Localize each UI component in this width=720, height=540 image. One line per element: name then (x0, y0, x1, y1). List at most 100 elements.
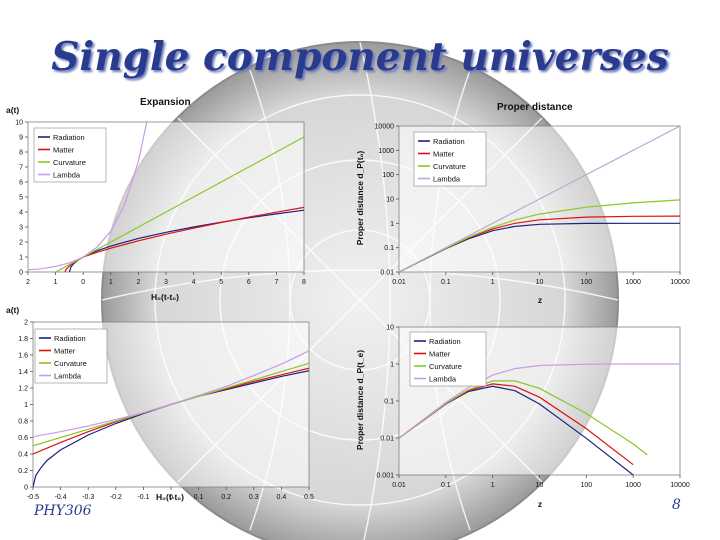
legend-label-matter: Matter (54, 347, 76, 356)
series-group (399, 363, 680, 475)
y-tick-label: 6 (19, 180, 23, 187)
y-tick-label: 0 (19, 270, 23, 277)
legend-label-curvature: Curvature (433, 162, 466, 171)
x-axis-label: z (538, 295, 542, 305)
y-tick-label: 0.01 (380, 436, 394, 443)
series-group (28, 122, 304, 272)
chart-title: Proper distance (497, 102, 573, 113)
x-tick-label: 100 (580, 482, 592, 489)
legend-label-matter: Matter (429, 350, 451, 359)
x-tick-label: -0.3 (82, 494, 94, 501)
y-tick-label: 2 (19, 240, 23, 247)
x-tick-label: 0.1 (441, 279, 451, 286)
y-tick-label: 0.1 (384, 399, 394, 406)
y-tick-label: 2 (24, 320, 28, 327)
y-axis-label: Proper distance d_P(t_e) (355, 350, 365, 450)
legend-label-curvature: Curvature (53, 158, 86, 167)
x-tick-label: 2 (26, 279, 30, 286)
legend-label-radiation: Radiation (429, 337, 461, 346)
x-tick-label: -0.2 (110, 494, 122, 501)
y-axis-label: Proper distance d_P(t₀) (355, 151, 365, 246)
series-line-lambda (399, 363, 680, 439)
y-tick-label: 7 (19, 165, 23, 172)
y-tick-label: 0 (24, 485, 28, 492)
x-tick-label: 6 (247, 279, 251, 286)
y-tick-label: 0.01 (380, 270, 394, 277)
series-line-matter (64, 206, 304, 272)
legend-label-lambda: Lambda (54, 372, 82, 381)
x-tick-label: 100 (580, 279, 592, 286)
y-tick-label: 0.2 (18, 468, 28, 475)
x-axis-label: z (538, 499, 542, 509)
x-tick-label: 0 (169, 494, 173, 501)
x-tick-label: 0.1 (194, 494, 204, 501)
x-tick-label: 10000 (670, 482, 690, 489)
expansion-zoom-chart: a(t) H₀(t-t₀) -0.5 -0.4 -0.3 -0.2 -0.1 0 0.1 0.2 0… (6, 305, 314, 502)
legend-label-radiation: Radiation (54, 334, 86, 343)
proper-distance-emission-chart: Proper distance d_P(t_e)z0.01 0.1 1 10 100 10… (355, 325, 690, 510)
x-tick-label: 1 (491, 279, 495, 286)
legend-label-curvature: Curvature (429, 362, 462, 371)
y-tick-label: 0.1 (384, 245, 394, 252)
y-tick-label: 1.4 (18, 369, 28, 376)
x-tick-label: 3 (164, 279, 168, 286)
y-tick-label: 0.6 (18, 435, 28, 442)
x-tick-label: 5 (219, 279, 223, 286)
page-number: 8 (672, 497, 681, 513)
x-tick-label: 0.1 (441, 482, 451, 489)
x-tick-label: 1 (54, 279, 58, 286)
y-tick-label: 8 (19, 150, 23, 157)
y-tick-label: 1.8 (18, 336, 28, 343)
y-tick-label: 0.8 (18, 419, 28, 426)
series-line-curvature (399, 380, 648, 456)
x-tick-label: 0.01 (392, 279, 406, 286)
footer-course-code: PHY306 (34, 503, 92, 519)
y-tick-label: 10 (386, 197, 394, 204)
y-axis-label: a(t) (6, 105, 19, 115)
legend-label-matter: Matter (433, 150, 455, 159)
series-group (399, 126, 680, 272)
x-tick-label: 0 (81, 279, 85, 286)
x-tick-label: 0.3 (249, 494, 259, 501)
y-tick-label: 1 (390, 362, 394, 369)
y-tick-label: 3 (19, 225, 23, 232)
legend-label-curvature: Curvature (54, 359, 87, 368)
y-tick-label: 1 (390, 221, 394, 228)
x-tick-label: 1 (109, 279, 113, 286)
x-tick-label: 10000 (670, 279, 690, 286)
x-tick-label: -0.4 (55, 494, 67, 501)
x-tick-label: 10 (536, 279, 544, 286)
x-tick-label: 0.4 (277, 494, 287, 501)
y-tick-label: 1 (19, 255, 23, 262)
y-tick-label: 10000 (375, 124, 395, 131)
y-tick-label: 0.4 (18, 452, 28, 459)
y-tick-label: 5 (19, 195, 23, 202)
x-axis-label: H₀(t-t₀) (156, 492, 184, 502)
x-tick-label: 0.2 (221, 494, 231, 501)
legend-label-matter: Matter (53, 146, 75, 155)
legend-label-lambda: Lambda (429, 375, 457, 384)
x-tick-label: 1000 (625, 279, 641, 286)
x-tick-label: -0.1 (137, 494, 149, 501)
x-tick-label: 1 (491, 482, 495, 489)
series-line-lambda (28, 122, 148, 271)
series-group (33, 350, 309, 487)
x-tick-label: 0.5 (304, 494, 314, 501)
x-tick-label: 7 (274, 279, 278, 286)
y-tick-label: 0.001 (376, 473, 394, 480)
legend-label-lambda: Lambda (53, 171, 81, 180)
x-axis-label: H₀(t-t₀) (151, 292, 179, 302)
x-tick-label: 2 (136, 279, 140, 286)
slide-title: Single component universes (51, 34, 669, 80)
y-tick-label: 1.6 (18, 353, 28, 360)
legend-label-radiation: Radiation (53, 133, 85, 142)
chart-title: Expansion (140, 97, 191, 108)
x-tick-label: 1000 (625, 482, 641, 489)
y-tick-label: 10 (386, 325, 394, 332)
series-line-radiation (33, 370, 309, 487)
x-tick-label: 10 (536, 482, 544, 489)
y-tick-label: 10 (15, 120, 23, 127)
y-tick-label: 1 (24, 402, 28, 409)
x-tick-label: 4 (192, 279, 196, 286)
